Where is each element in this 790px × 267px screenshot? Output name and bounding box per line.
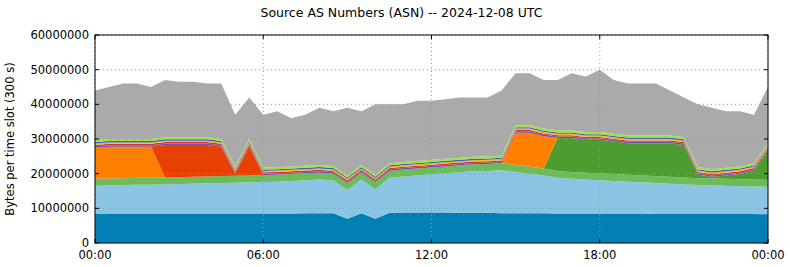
y-tick-label: 10000000 — [30, 201, 89, 215]
y-tick-label: 20000000 — [30, 167, 89, 181]
tick — [599, 239, 600, 243]
tick — [764, 243, 768, 244]
grid-line — [95, 173, 768, 174]
tick — [764, 104, 768, 105]
x-tick-label: 18:00 — [583, 248, 616, 262]
tick — [764, 139, 768, 140]
tick — [263, 35, 264, 39]
tick — [263, 239, 264, 243]
tick — [95, 104, 99, 105]
x-tick-label: 12:00 — [415, 248, 448, 262]
grid-line — [431, 35, 432, 243]
background — [0, 0, 790, 267]
title: Source AS Numbers (ASN) -- 2024-12-08 UT… — [260, 5, 542, 20]
x-tick-label: 06:00 — [247, 248, 280, 262]
grid-line — [95, 69, 768, 70]
tick — [95, 173, 99, 174]
tick — [768, 35, 769, 39]
y-axis-label: Bytes per time slot (300 s) — [3, 62, 17, 215]
tick — [768, 239, 769, 243]
tick — [95, 239, 96, 243]
grid — [95, 35, 768, 243]
tick — [599, 35, 600, 39]
grid-line — [599, 35, 600, 243]
tick — [95, 35, 96, 39]
tick — [95, 35, 99, 36]
grid-line — [263, 35, 264, 243]
y-tick-label: 60000000 — [30, 28, 89, 42]
tick — [431, 35, 432, 39]
y-tick-label: 40000000 — [30, 97, 89, 111]
tick — [95, 208, 99, 209]
frame — [95, 35, 768, 243]
y-tick-label: 50000000 — [30, 63, 89, 77]
tick — [764, 173, 768, 174]
tick — [431, 239, 432, 243]
x-tick-label: 00:00 — [78, 248, 111, 262]
chart: 0100000002000000030000000400000005000000… — [0, 0, 790, 267]
tick — [95, 243, 99, 244]
tick — [764, 35, 768, 36]
tick — [95, 139, 99, 140]
tick — [95, 69, 99, 70]
y-tick-label: 30000000 — [30, 132, 89, 146]
tick — [764, 208, 768, 209]
x-tick-label: 00:00 — [751, 248, 784, 262]
tick — [764, 69, 768, 70]
